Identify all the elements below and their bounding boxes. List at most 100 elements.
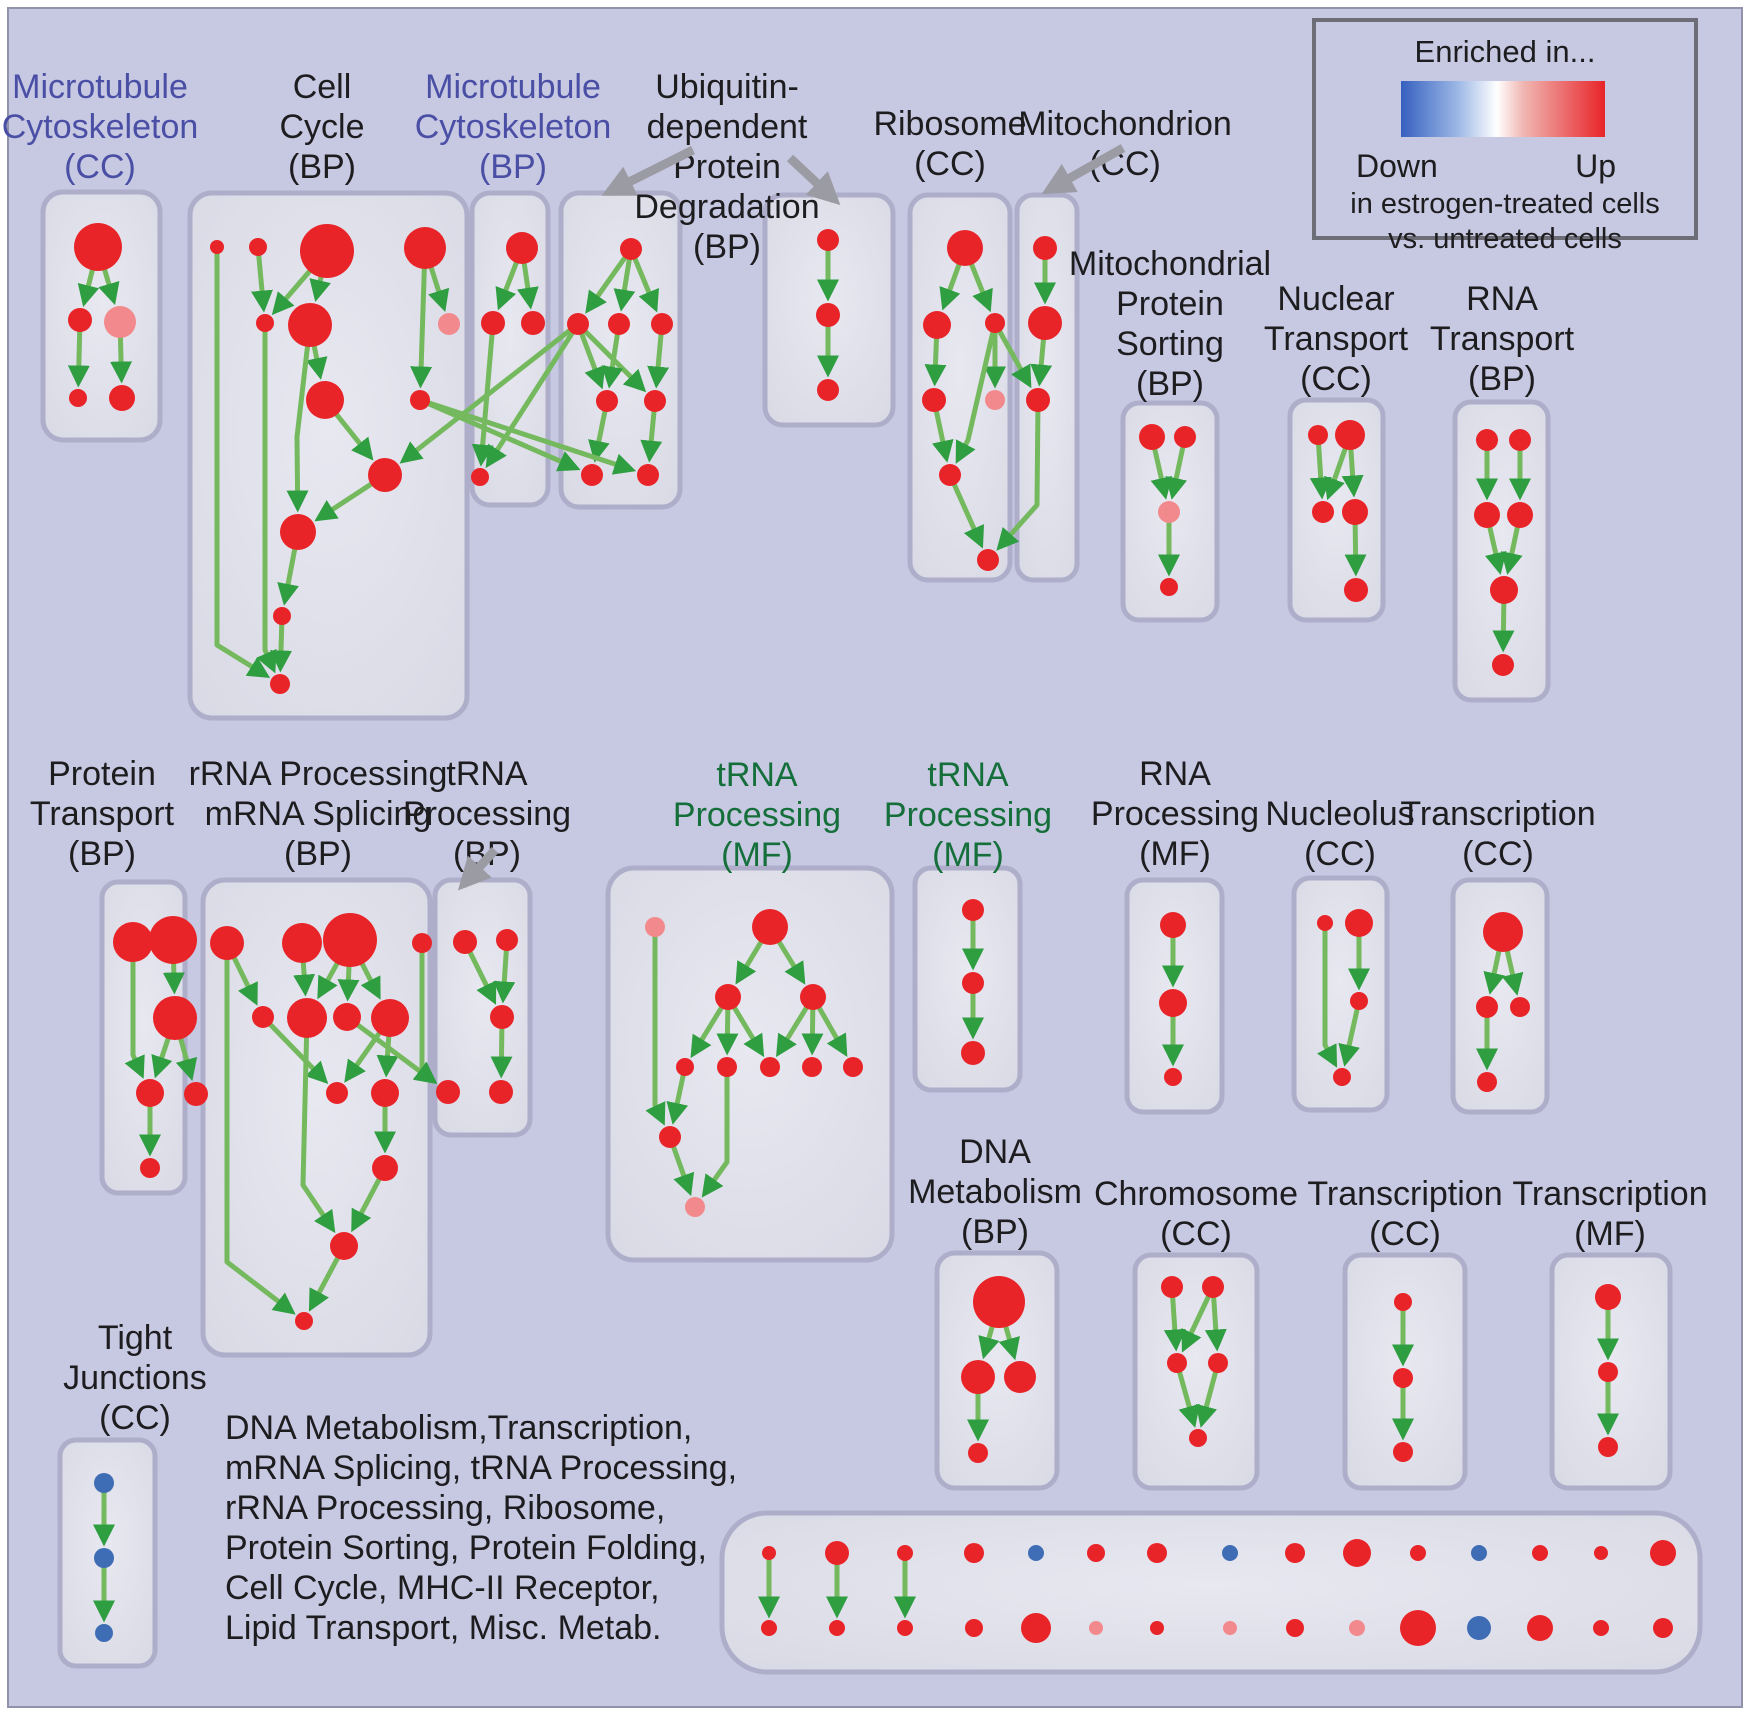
go-term-node: [1335, 420, 1365, 450]
pointer-arrow: [601, 145, 696, 197]
legend-gradient-bar: [1401, 81, 1605, 137]
go-term-node: [1344, 578, 1368, 602]
go-term-node: [760, 1057, 780, 1077]
go-term-node: [1286, 1619, 1304, 1637]
cluster-label-microtubule-bp: Microtubule Cytoskeleton (BP): [415, 68, 612, 186]
go-term-node: [149, 916, 197, 964]
go-term-node: [620, 238, 642, 260]
go-term-node: [1189, 1429, 1207, 1447]
go-term-node: [1532, 1545, 1548, 1561]
go-term-node: [761, 1620, 777, 1636]
go-term-node: [581, 464, 603, 486]
legend-subtitle-line2: vs. untreated cells: [1388, 223, 1622, 255]
go-term-node: [295, 1312, 313, 1330]
go-term-node: [481, 311, 505, 335]
go-term-node: [1507, 502, 1533, 528]
go-term-node: [404, 227, 446, 269]
go-term-node: [1492, 654, 1514, 676]
edge-arrow: [1195, 1362, 1221, 1428]
edge-arrow: [399, 322, 580, 464]
go-term-node: [136, 1079, 164, 1107]
go-term-node: [521, 311, 545, 335]
go-term-node: [1174, 426, 1196, 448]
cluster-label-transcription-cc-1: Transcription (CC): [1400, 795, 1595, 873]
misc-line: rRNA Processing, Ribosome,: [225, 1489, 666, 1527]
go-term-node: [1139, 424, 1165, 450]
go-term-node: [1158, 501, 1180, 523]
go-term-node: [1160, 912, 1186, 938]
go-term-node: [1312, 501, 1334, 523]
misc-line: Protein Sorting, Protein Folding,: [225, 1529, 707, 1567]
edge-arrow: [996, 399, 1041, 551]
go-term-node: [985, 390, 1005, 410]
misc-line: Lipid Transport, Misc. Metab.: [225, 1609, 662, 1647]
go-term-node: [961, 1041, 985, 1065]
go-term-node: [961, 1360, 995, 1394]
go-term-node: [412, 933, 432, 953]
go-term-node: [968, 1443, 988, 1463]
go-term-node: [897, 1545, 913, 1561]
cluster-label-trna-processing-mf-2: tRNA Processing (MF): [884, 756, 1052, 874]
cluster-label-trna-processing-mf-1: tRNA Processing (MF): [673, 756, 841, 874]
edge-arrow: [576, 322, 647, 393]
go-term-node: [113, 922, 153, 962]
misc-category-text: DNA Metabolism,Transcription, mRNA Splic…: [225, 1408, 737, 1648]
go-term-node: [330, 1232, 358, 1260]
go-term-node: [1595, 1284, 1621, 1310]
go-term-node: [282, 923, 322, 963]
go-term-node: [939, 464, 961, 486]
go-term-node: [436, 1080, 460, 1104]
go-term-node: [752, 909, 788, 945]
edge-arrow: [224, 943, 296, 1315]
cluster-label-nucleolus-cc: Nucleolus (CC): [1265, 795, 1414, 873]
go-term-node: [69, 389, 87, 407]
cluster-label-ribosome-cc: Ribosome (CC): [873, 105, 1026, 183]
go-term-node: [94, 1473, 114, 1493]
go-term-node: [715, 984, 741, 1010]
edge-arrow: [286, 324, 313, 513]
go-term-node: [506, 232, 538, 264]
edge-arrow: [1174, 1362, 1200, 1428]
go-term-node: [825, 1541, 849, 1565]
cluster-box-misc-cluster: [719, 1510, 1703, 1675]
cluster-label-tight-junctions-cc: Tight Junctions (CC): [63, 1319, 207, 1437]
cluster-label-ubiquitin-bp: Ubiquitin-dependent Protein Degradation (BP…: [634, 68, 819, 266]
go-term-node: [1598, 1437, 1618, 1457]
edge-arrow: [585, 247, 634, 314]
go-term-node: [1208, 1353, 1228, 1373]
cluster-label-cell-cycle-bp: Cell Cycle (BP): [279, 68, 364, 186]
go-term-node: [923, 311, 951, 339]
go-term-node: [1476, 429, 1498, 451]
cluster-label-transcription-cc-2: Transcription (CC): [1307, 1175, 1502, 1253]
go-term-node: [843, 1057, 863, 1077]
go-term-node: [1222, 1545, 1238, 1561]
go-term-node: [489, 1080, 513, 1104]
go-term-node: [273, 607, 291, 625]
go-term-node: [1650, 1540, 1676, 1566]
go-term-node: [496, 929, 518, 951]
go-term-node: [1350, 992, 1368, 1010]
go-term-node: [210, 926, 244, 960]
cluster-label-rna-processing-mf: RNA Processing (MF): [1091, 755, 1259, 873]
cluster-box-ubiquitin-bp: [558, 190, 683, 510]
go-term-node: [659, 1126, 681, 1148]
go-term-node: [287, 998, 327, 1038]
go-term-node: [323, 913, 377, 967]
edge-arrow: [251, 246, 273, 313]
edge-arrow: [300, 1017, 336, 1234]
go-term-node: [1333, 1068, 1351, 1086]
go-term-node: [256, 314, 274, 332]
go-term-node: [1527, 1615, 1553, 1641]
go-term-node: [965, 1619, 983, 1637]
go-term-node: [1467, 1616, 1491, 1640]
go-term-node: [829, 1620, 845, 1636]
go-term-node: [645, 917, 665, 937]
go-term-node: [1026, 388, 1050, 412]
go-term-node: [973, 1276, 1025, 1328]
go-term-node: [985, 313, 1005, 333]
legend: Enriched in... Down Up in estrogen-treat…: [1312, 18, 1698, 255]
go-term-node: [109, 385, 135, 411]
go-term-node: [252, 1006, 274, 1028]
misc-line: mRNA Splicing, tRNA Processing,: [225, 1449, 738, 1487]
